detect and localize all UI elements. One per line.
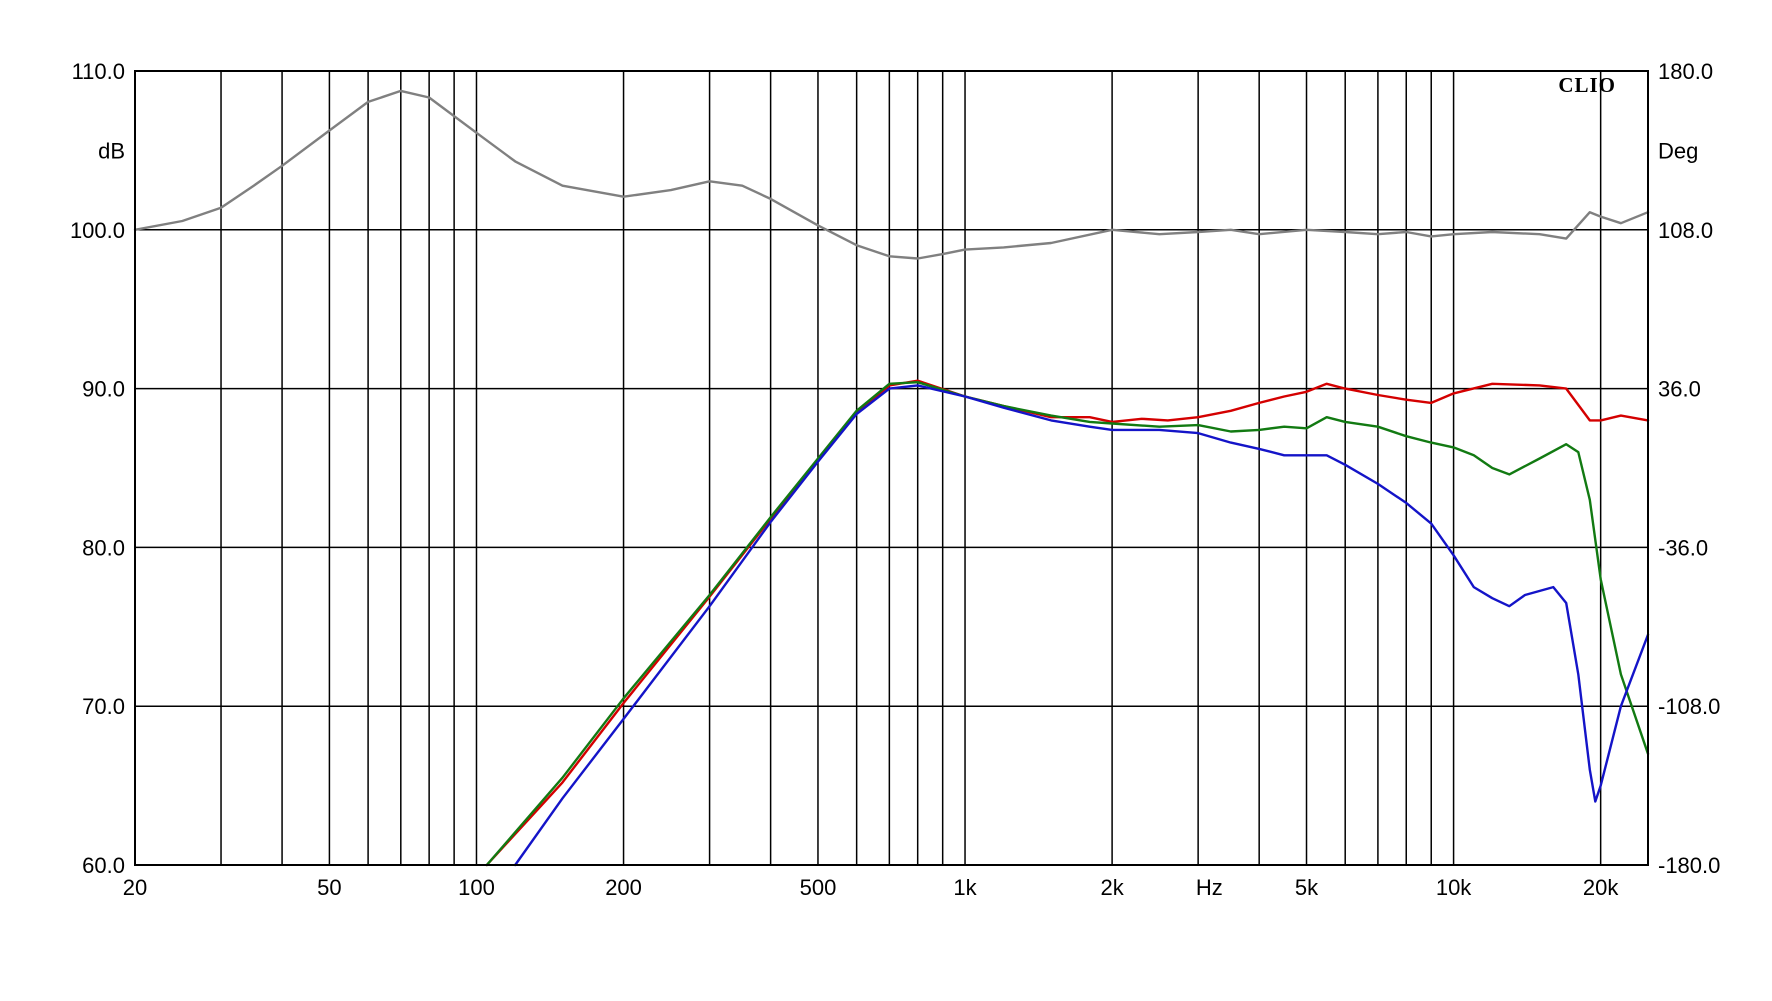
series-line-1 (133, 89, 1650, 260)
y-right-tick-label: -36.0 (1658, 535, 1708, 560)
tick-labels: 20 50 100 200 500 1k 2k 5k 10k 20k 60.0 70.0 80.0 90.… (70, 59, 1720, 900)
plot-frame (134, 70, 1649, 866)
y-left-tick-label: 90.0 (82, 377, 125, 402)
series-line-4 (514, 384, 1650, 867)
y-right-tick-label: 108.0 (1658, 218, 1713, 243)
x-tick-label: 200 (605, 875, 642, 900)
series-line-3 (485, 381, 1650, 867)
x-unit-label: Hz (1196, 875, 1223, 900)
y-left-tick-label: 60.0 (82, 853, 125, 878)
x-tick-label: 20k (1583, 875, 1619, 900)
x-tick-label: 5k (1295, 875, 1319, 900)
x-tick-label: 100 (458, 875, 495, 900)
y-right-tick-label: -108.0 (1658, 694, 1720, 719)
x-tick-label: 20 (123, 875, 147, 900)
x-tick-label: 2k (1100, 875, 1124, 900)
y-left-tick-label: 100.0 (70, 218, 125, 243)
y-left-tick-label: 110.0 (72, 59, 125, 84)
clio-brand-label: CLIO (1558, 73, 1616, 97)
x-tick-label: 50 (317, 875, 341, 900)
y-right-tick-label: 180.0 (1658, 59, 1713, 84)
x-tick-label: 10k (1436, 875, 1472, 900)
x-tick-label: 500 (800, 875, 837, 900)
y-left-unit-label: dB (98, 138, 125, 163)
y-right-tick-label: 36.0 (1658, 377, 1701, 402)
y-right-tick-label: -180.0 (1658, 853, 1720, 878)
series-group (133, 89, 1650, 867)
y-left-tick-label: 80.0 (82, 535, 125, 560)
y-left-tick-label: 70.0 (82, 694, 125, 719)
x-tick-label: 1k (953, 875, 977, 900)
y-right-unit-label: Deg (1658, 138, 1698, 163)
